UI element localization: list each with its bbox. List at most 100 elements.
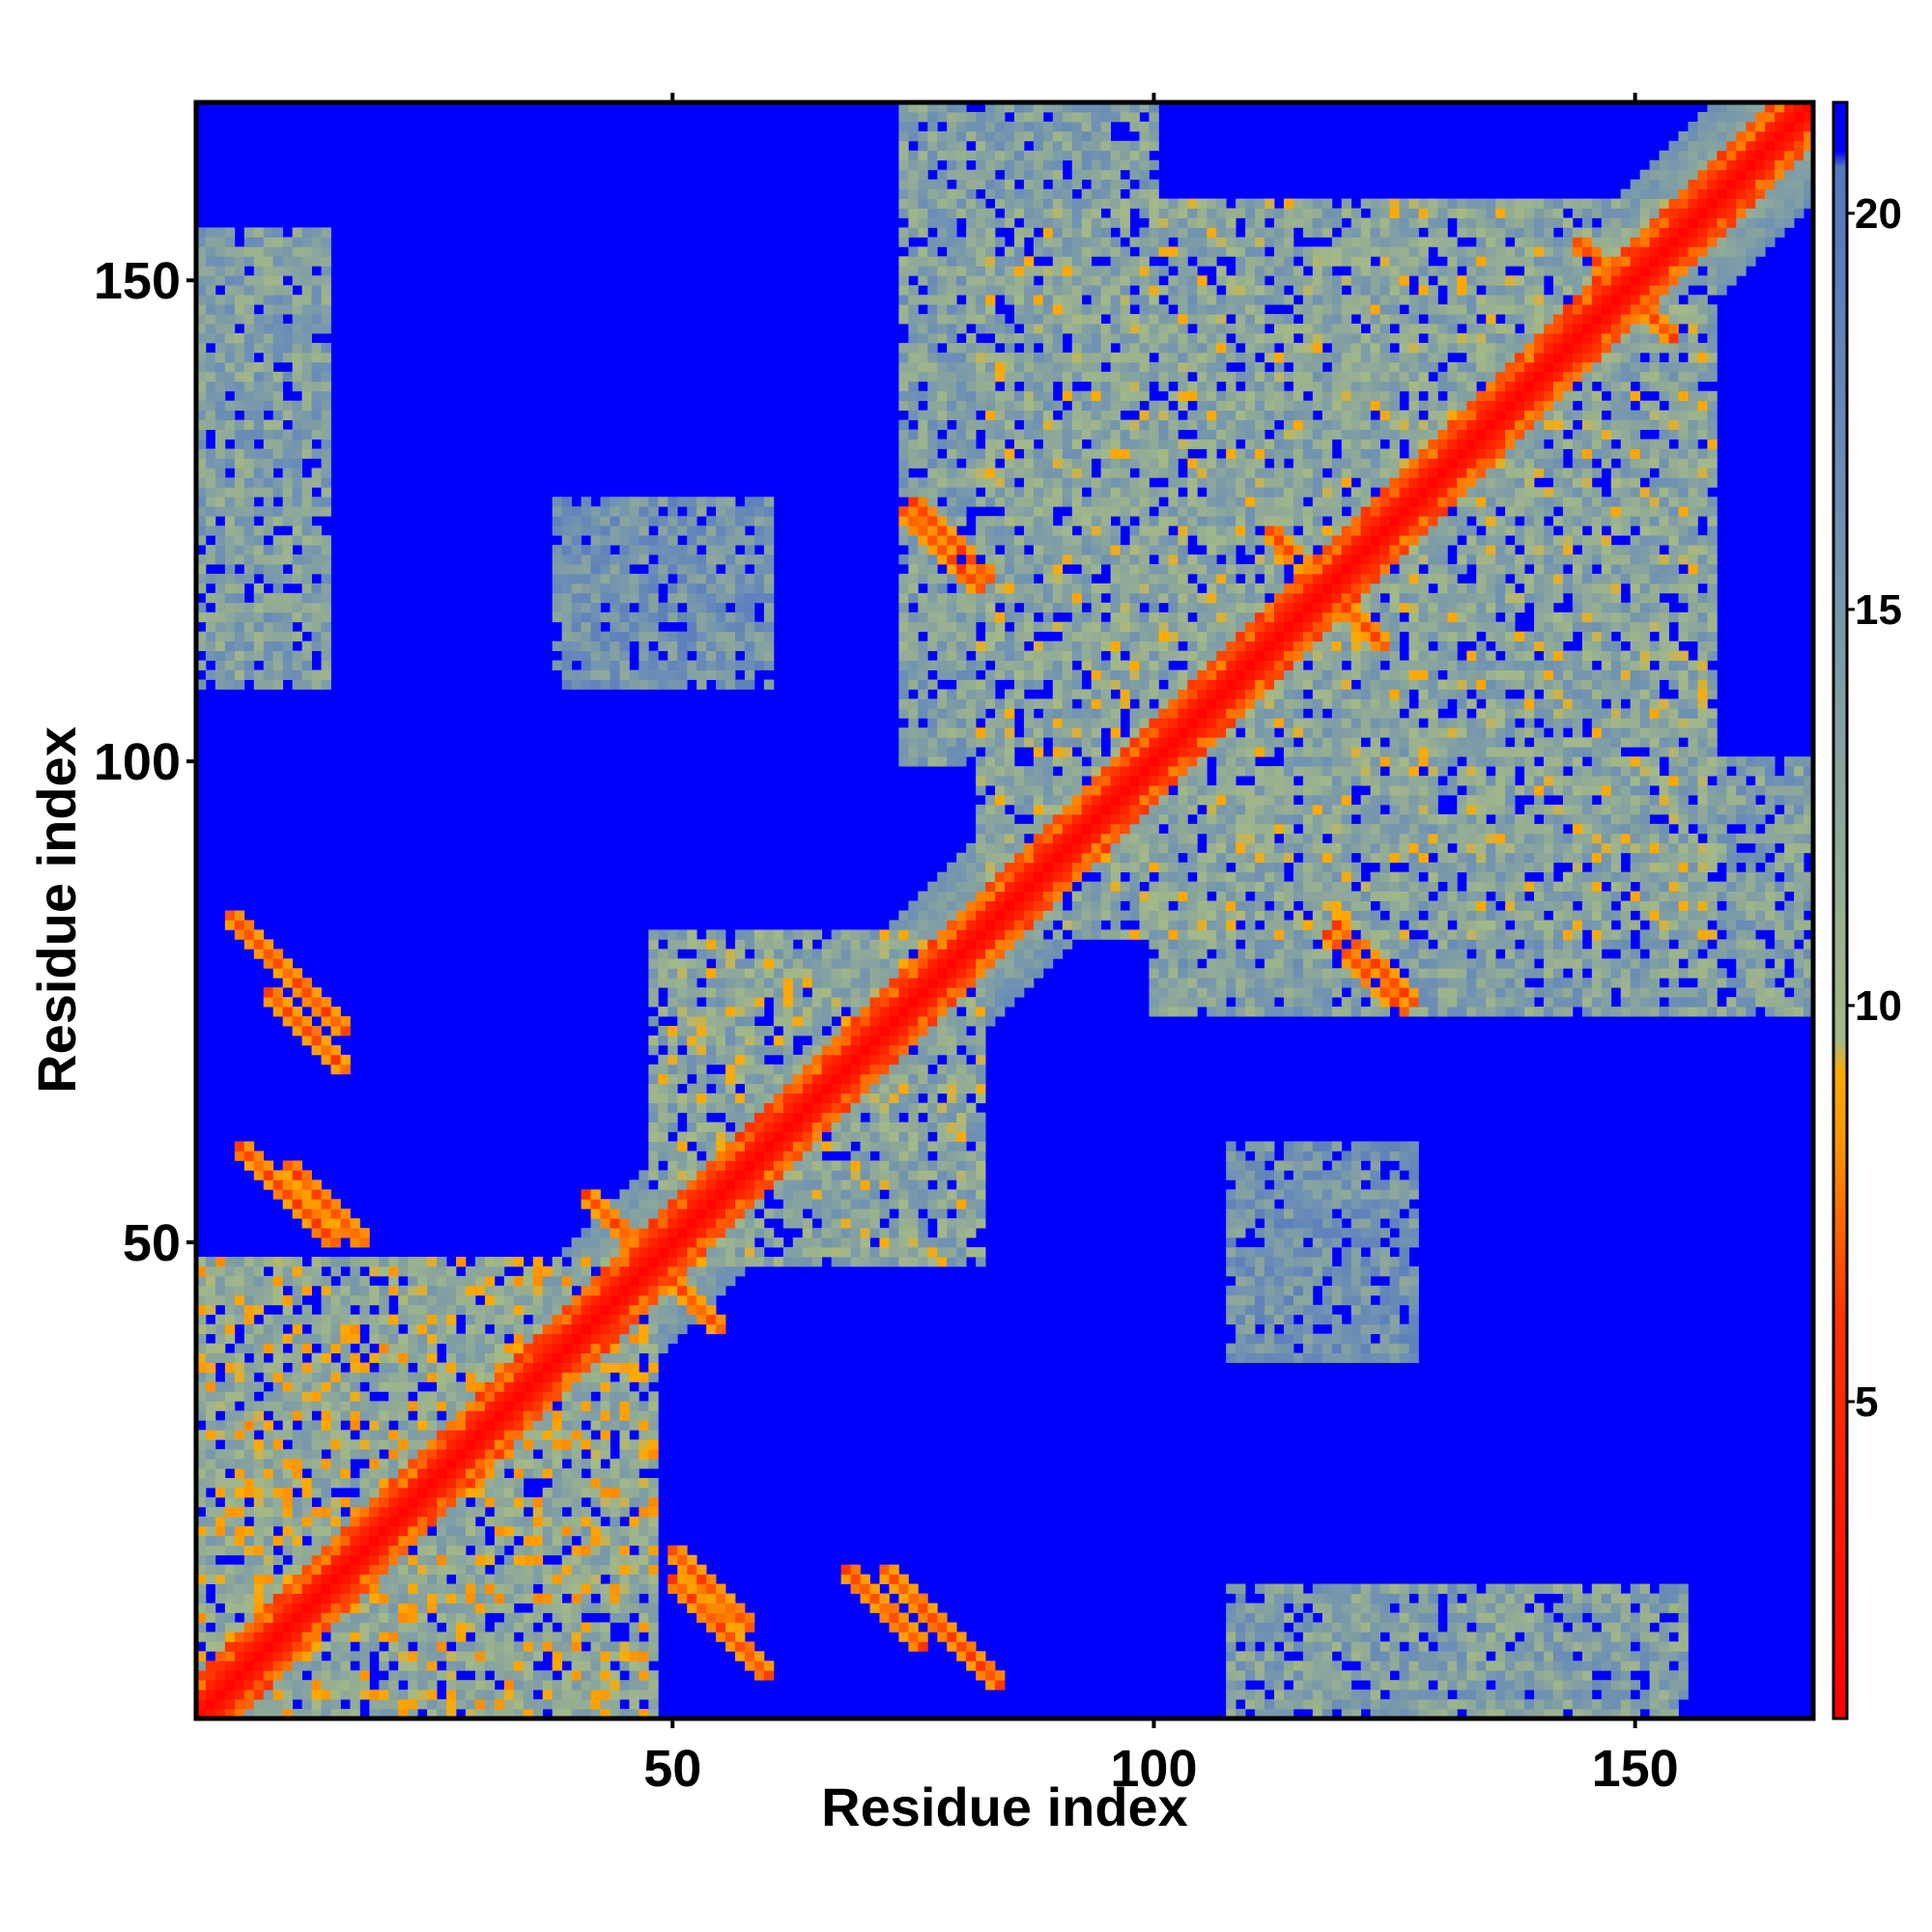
heatmap-cell: [869, 1218, 880, 1229]
heatmap-cell: [821, 968, 833, 979]
heatmap-cell: [735, 1007, 746, 1017]
heatmap-cell: [706, 526, 717, 536]
heatmap-cell: [484, 1381, 496, 1392]
heatmap-cell: [234, 1525, 245, 1537]
heatmap-cell: [571, 640, 582, 652]
heatmap-cell: [484, 1420, 496, 1431]
heatmap-cell: [282, 439, 294, 449]
heatmap-cell: [243, 1314, 255, 1325]
heatmap-cell: [937, 698, 948, 709]
heatmap-cell: [205, 1564, 216, 1576]
heatmap-cell: [446, 1506, 457, 1518]
heatmap-cell: [437, 1391, 447, 1402]
heatmap-cell: [263, 1439, 274, 1450]
heatmap-cell: [889, 1199, 899, 1209]
heatmap-cell: [523, 1430, 534, 1440]
heatmap-cell: [668, 1237, 678, 1248]
heatmap-cell: [350, 1478, 360, 1489]
heatmap-cell: [263, 1401, 274, 1411]
heatmap-cell: [292, 1545, 302, 1556]
heatmap-cell: [918, 246, 928, 257]
heatmap-cell: [494, 1265, 505, 1277]
heatmap-cell: [581, 1294, 591, 1306]
heatmap-cell: [311, 246, 322, 257]
heatmap-cell: [253, 1564, 265, 1576]
heatmap-cell: [408, 1535, 418, 1547]
heatmap-cell: [359, 1612, 370, 1623]
heatmap-cell: [196, 429, 207, 440]
heatmap-cell: [600, 1237, 611, 1248]
heatmap-cell: [610, 1690, 620, 1700]
heatmap-cell: [927, 1016, 938, 1027]
heatmap-cell: [561, 1265, 572, 1277]
heatmap-cell: [350, 1603, 360, 1613]
heatmap-cell: [301, 1525, 312, 1537]
heatmap-cell: [898, 1131, 909, 1142]
heatmap-cell: [918, 179, 928, 190]
heatmap-cell: [301, 1651, 312, 1662]
heatmap-cell: [956, 1151, 967, 1161]
heatmap-cell: [619, 1496, 630, 1508]
heatmap-cell: [610, 1294, 620, 1306]
heatmap-cell: [272, 582, 284, 594]
heatmap-cell: [782, 1093, 794, 1104]
heatmap-cell: [927, 900, 938, 911]
heatmap-cell: [600, 1352, 611, 1363]
heatmap-cell: [706, 631, 717, 642]
heatmap-cell: [619, 1574, 630, 1584]
heatmap-cell: [398, 1632, 409, 1642]
heatmap-cell: [214, 1323, 226, 1335]
heatmap-cell: [658, 564, 668, 575]
heatmap-cell: [234, 516, 245, 526]
heatmap-cell: [196, 361, 207, 373]
heatmap-cell: [927, 410, 938, 421]
heatmap-cell: [898, 727, 909, 738]
heatmap-cell: [398, 1449, 409, 1460]
heatmap-cell: [947, 1170, 957, 1180]
heatmap-cell: [369, 1381, 380, 1392]
heatmap-cell: [224, 526, 236, 536]
heatmap-cell: [523, 1612, 534, 1623]
heatmap-cell: [898, 1189, 909, 1200]
heatmap-cell: [292, 1189, 302, 1200]
heatmap-cell: [234, 1496, 245, 1508]
heatmap-cell: [513, 1525, 525, 1537]
heatmap-cell: [253, 1545, 265, 1556]
heatmap-cell: [398, 1583, 409, 1594]
heatmap-cell: [484, 1709, 496, 1719]
heatmap-cell: [253, 1680, 265, 1690]
heatmap-cell: [619, 1459, 630, 1469]
heatmap-cell: [610, 526, 620, 536]
heatmap-cell: [330, 1294, 341, 1306]
heatmap-cell: [282, 1179, 294, 1190]
heatmap-cell: [224, 458, 236, 469]
heatmap-cell: [763, 660, 775, 670]
heatmap-cell: [677, 1228, 688, 1238]
heatmap-cell: [311, 1179, 322, 1190]
heatmap-cell: [311, 1189, 322, 1200]
heatmap-cell: [658, 1112, 668, 1122]
heatmap-cell: [224, 333, 236, 344]
heatmap-cell: [937, 1044, 948, 1056]
heatmap-cell: [292, 516, 302, 526]
heatmap-cell: [908, 256, 919, 267]
heatmap-cell: [552, 1468, 563, 1479]
heatmap-cell: [417, 1603, 428, 1613]
heatmap-cell: [753, 1102, 765, 1114]
heatmap-cell: [359, 1372, 370, 1382]
heatmap-cell: [658, 1179, 668, 1190]
heatmap-cell: [282, 1391, 294, 1402]
heatmap-cell: [725, 1064, 736, 1075]
heatmap-cell: [263, 295, 274, 305]
heatmap-cell: [966, 842, 977, 854]
heatmap-cell: [417, 1535, 428, 1547]
heatmap-cell: [629, 1333, 639, 1345]
heatmap-cell: [898, 582, 909, 594]
heatmap-cell: [408, 1506, 418, 1518]
heatmap-cell: [196, 602, 207, 613]
heatmap-cell: [590, 679, 601, 690]
heatmap-cell: [474, 1651, 486, 1662]
heatmap-cell: [610, 1362, 620, 1373]
heatmap-cell: [600, 554, 611, 565]
